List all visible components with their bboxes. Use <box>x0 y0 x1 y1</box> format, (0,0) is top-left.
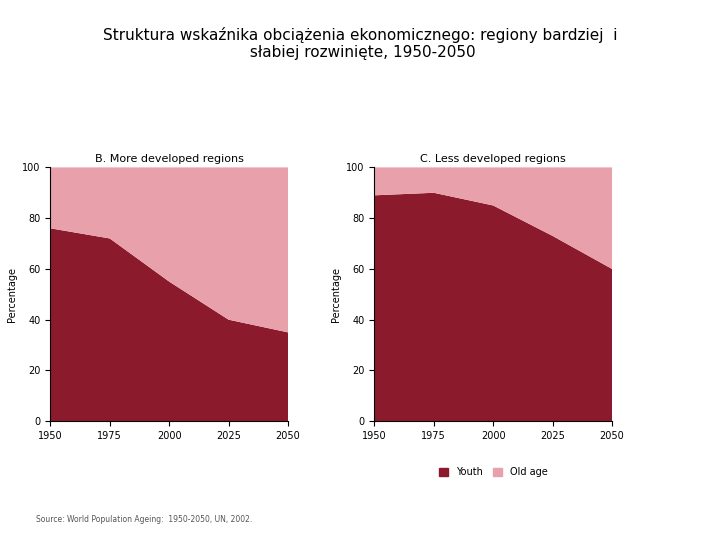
Title: C. Less developed regions: C. Less developed regions <box>420 154 566 164</box>
Text: Source: World Population Ageing:  1950-2050, UN, 2002.: Source: World Population Ageing: 1950-20… <box>36 515 252 524</box>
Legend: Youth, Old age: Youth, Old age <box>435 463 552 481</box>
Title: B. More developed regions: B. More developed regions <box>95 154 243 164</box>
Y-axis label: Percentage: Percentage <box>6 267 17 322</box>
Y-axis label: Percentage: Percentage <box>330 267 341 322</box>
Text: Struktura wskaźnika obciążenia ekonomicznego: regiony bardziej  i
 słabiej rozwi: Struktura wskaźnika obciążenia ekonomicz… <box>103 27 617 60</box>
